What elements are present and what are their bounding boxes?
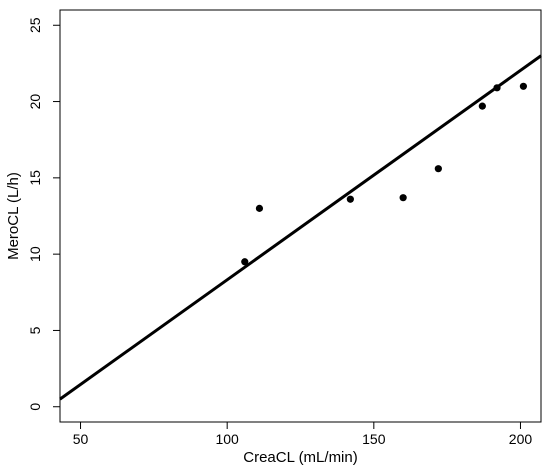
data-point bbox=[399, 194, 407, 202]
y-tick-label: 10 bbox=[27, 246, 43, 262]
regression-line bbox=[59, 54, 542, 401]
y-axis-label: MeroCL (L/h) bbox=[5, 172, 22, 260]
y-tick-label: 5 bbox=[27, 326, 43, 334]
data-point bbox=[519, 82, 528, 90]
x-tick-label: 200 bbox=[509, 431, 533, 447]
y-tick-label: 0 bbox=[27, 403, 43, 411]
data-point bbox=[255, 204, 264, 212]
y-axis: 0 5 10 15 20 25 bbox=[27, 17, 60, 411]
x-tick-label: 50 bbox=[73, 431, 89, 447]
x-tick-label: 150 bbox=[362, 431, 386, 447]
x-axis-label: CreaCL (mL/min) bbox=[243, 449, 357, 466]
x-tick-label: 100 bbox=[215, 431, 239, 447]
data-points bbox=[241, 82, 528, 266]
data-point bbox=[346, 195, 354, 203]
data-point bbox=[493, 84, 501, 92]
y-tick-label: 25 bbox=[27, 17, 43, 33]
data-point bbox=[241, 258, 249, 266]
y-tick-label: 20 bbox=[27, 94, 43, 110]
x-axis: 50 100 150 200 bbox=[73, 422, 533, 447]
plot-area-frame bbox=[59, 9, 542, 423]
data-point bbox=[478, 102, 486, 110]
y-tick-label: 15 bbox=[27, 170, 43, 186]
data-point bbox=[434, 165, 442, 173]
